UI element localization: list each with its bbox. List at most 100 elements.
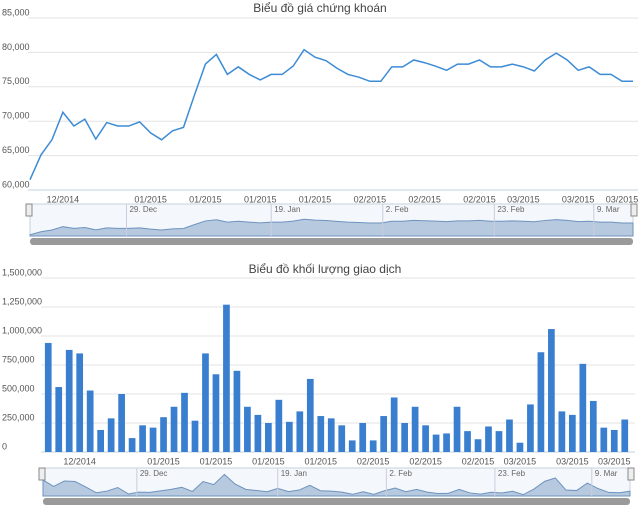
bar (202, 353, 209, 452)
bar (296, 411, 304, 452)
y-tick-label: 75,000 (2, 76, 30, 86)
nav-handle (38, 467, 46, 481)
bar (244, 406, 251, 452)
bar (485, 426, 492, 452)
y-tick-label: 250,000 (2, 412, 35, 422)
bar (223, 304, 230, 452)
price-line (29, 48, 633, 180)
bar (474, 439, 482, 452)
nav-label: 2. Feb (386, 205, 409, 214)
bar (422, 425, 429, 452)
bar (432, 434, 440, 452)
bar (527, 404, 534, 452)
bar (411, 406, 419, 452)
bar (317, 416, 325, 452)
x-tick-label: 01/2015 (305, 456, 338, 466)
nav-handle (627, 467, 635, 481)
x-tick-label: 02/2015 (357, 456, 390, 466)
y-tick-label: 750,000 (2, 354, 35, 364)
y-tick-label: 1,000,000 (2, 325, 42, 335)
x-tick-label: 03/2015 (562, 194, 595, 204)
bar (55, 387, 63, 452)
chart-title: Biểu đồ khối lượng giao dịch (249, 262, 402, 276)
navigator-area (29, 218, 634, 237)
nav-label: 29. Dec (140, 469, 168, 478)
bar (359, 423, 367, 452)
y-tick-label: 65,000 (2, 145, 30, 155)
bar (149, 427, 157, 452)
bar (170, 406, 178, 452)
bar (44, 342, 52, 452)
bar (76, 353, 84, 452)
bar (610, 429, 618, 452)
bar (212, 374, 220, 452)
nav-handle (25, 203, 33, 217)
scrollbar (43, 498, 630, 505)
y-tick-label: 500,000 (2, 383, 35, 393)
y-tick-label: 85,000 (2, 7, 30, 17)
bar (97, 429, 105, 452)
x-tick-label: 03/2015 (598, 456, 631, 466)
bar (443, 433, 450, 452)
x-tick-label: 01/2015 (134, 194, 167, 204)
y-tick-label: 1,250,000 (2, 296, 42, 306)
bar (495, 431, 503, 452)
bar (139, 425, 146, 452)
nav-label: 2. Feb (389, 469, 412, 478)
bar (464, 431, 471, 452)
y-tick-label: 1,500,000 (2, 267, 42, 277)
bar (453, 406, 461, 452)
bar (568, 414, 576, 452)
bar (338, 425, 346, 452)
x-tick-label: 02/2015 (408, 194, 441, 204)
bar (506, 419, 513, 452)
bar (233, 370, 241, 452)
nav-label: 23. Feb (498, 469, 526, 478)
x-tick-label: 12/2014 (47, 194, 80, 204)
x-tick-label: 12/2014 (63, 456, 96, 466)
y-tick-label: 70,000 (2, 111, 30, 121)
x-tick-label: 01/2015 (189, 194, 222, 204)
bar (600, 427, 608, 452)
bar (401, 423, 408, 452)
bar (548, 329, 555, 452)
bar (306, 378, 314, 452)
x-tick-label: 02/2015 (462, 456, 495, 466)
bar (537, 352, 545, 452)
x-tick-label: 03/2015 (606, 194, 639, 204)
x-tick-label: 03/2015 (507, 194, 540, 204)
x-tick-label: 03/2015 (504, 456, 537, 466)
x-tick-label: 01/2015 (299, 194, 332, 204)
nav-label: 19. Jan (274, 205, 300, 214)
bar (285, 421, 293, 452)
chart-title: Biểu đồ giá chứng khoán (253, 1, 386, 15)
nav-handle (630, 203, 638, 217)
bar (118, 394, 125, 452)
y-tick-label: 80,000 (2, 42, 30, 52)
bar (160, 417, 167, 452)
bar (275, 399, 283, 452)
nav-label: 29. Dec (129, 205, 157, 214)
x-tick-label: 01/2015 (147, 456, 180, 466)
bar (589, 400, 597, 452)
bar (128, 438, 136, 452)
bar (516, 442, 524, 452)
x-tick-label: 01/2015 (200, 456, 233, 466)
bar (348, 440, 356, 452)
bar (579, 363, 587, 452)
bar (107, 418, 115, 452)
x-tick-label: 02/2015 (409, 456, 442, 466)
x-tick-label: 01/2015 (244, 194, 277, 204)
bar (390, 397, 398, 452)
bar (327, 418, 335, 452)
scrollbar (30, 238, 633, 245)
y-tick-label: 0 (2, 441, 7, 451)
bar (86, 390, 94, 452)
bar (254, 414, 262, 452)
bar (181, 392, 188, 452)
x-tick-label: 01/2015 (252, 456, 285, 466)
bar (558, 411, 566, 452)
bar (65, 349, 73, 452)
bar (265, 423, 272, 452)
